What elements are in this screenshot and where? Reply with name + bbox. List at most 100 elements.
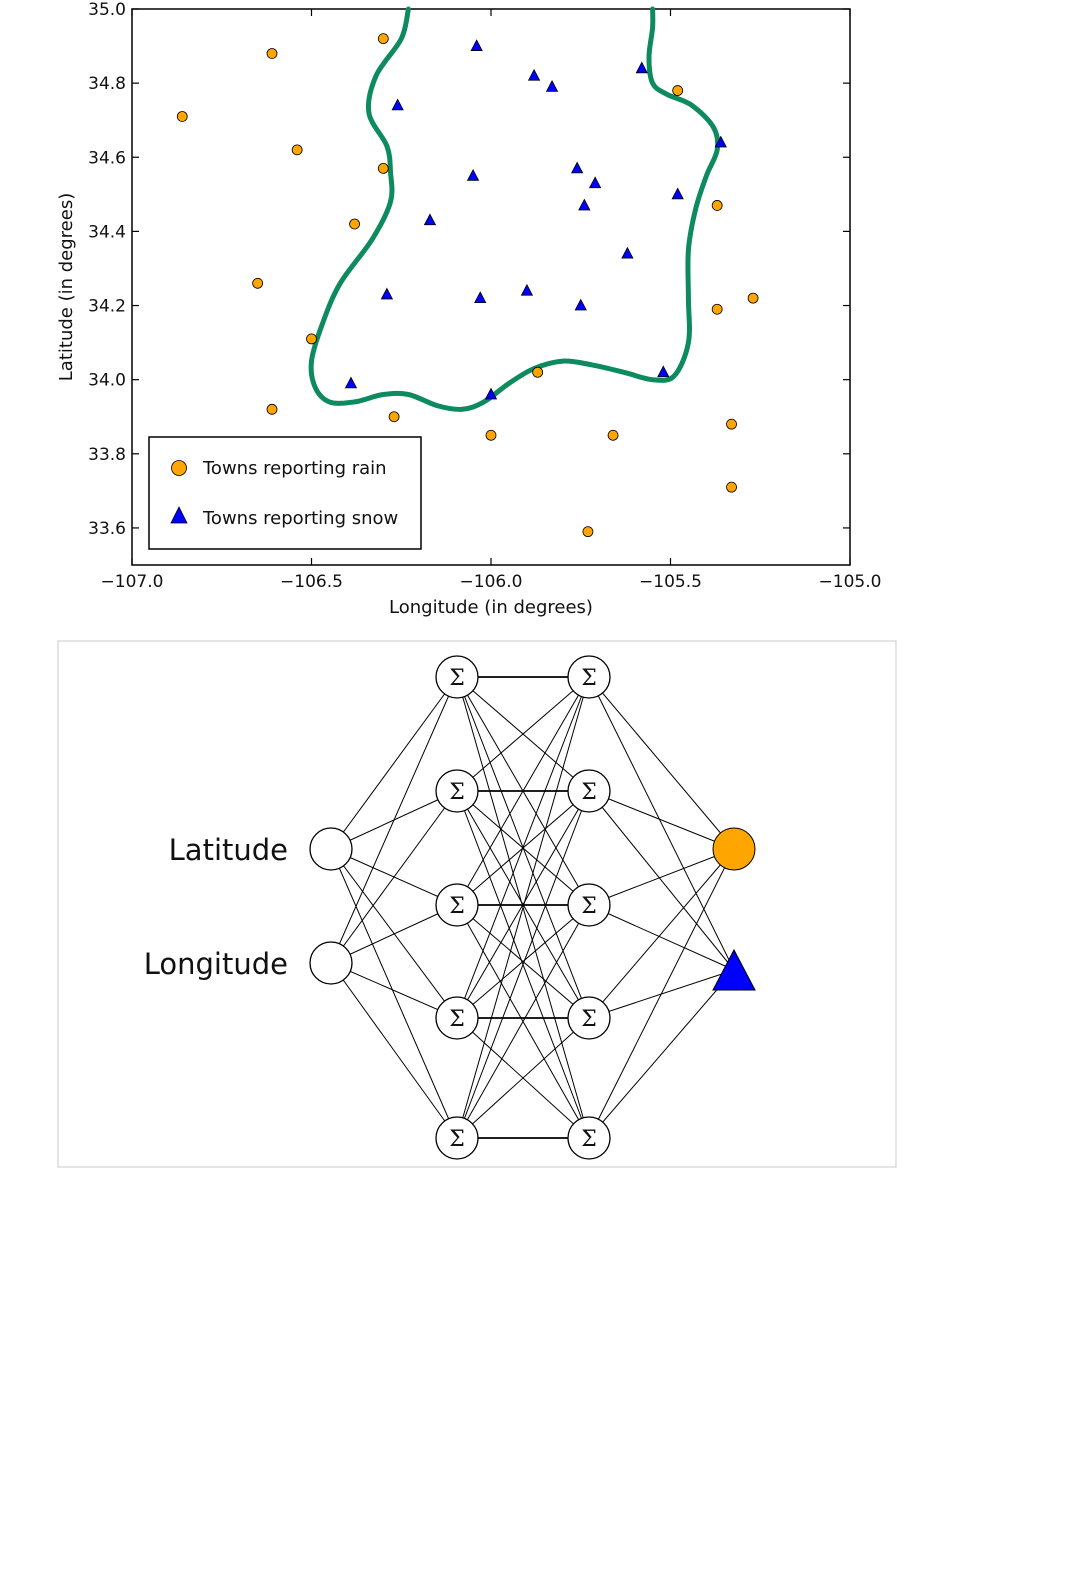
y-tick-label: 34.2 <box>88 297 126 317</box>
network-edge <box>456 904 590 1139</box>
hidden-node-circle <box>435 655 479 699</box>
network-edge <box>456 676 590 906</box>
output-node-snow <box>712 948 756 991</box>
sigma-symbol: Σ <box>581 1127 597 1152</box>
network-edge <box>330 962 458 1139</box>
rain-point <box>672 85 684 96</box>
network-edge <box>588 848 735 1019</box>
hidden-node-layer-1: Σ <box>435 883 479 927</box>
snow-point <box>545 79 559 92</box>
rain-point <box>377 162 389 174</box>
network-edge <box>456 676 590 1139</box>
network-edge <box>588 848 735 906</box>
hidden-node-circle <box>435 1116 479 1160</box>
network-edge <box>456 790 590 1139</box>
network-edge <box>330 848 458 1019</box>
rain-point <box>176 111 188 122</box>
snow-point <box>423 213 437 226</box>
network-edge <box>456 676 590 906</box>
hidden-node-layer-2: Σ <box>567 1116 611 1160</box>
input-node-longitude <box>309 941 353 985</box>
data-points <box>176 33 759 538</box>
boundary-curve <box>308 6 721 412</box>
network-edge <box>330 790 458 850</box>
sigma-symbol: Σ <box>449 1007 465 1032</box>
rain-point <box>252 277 264 289</box>
x-axis: −107.0 −106.5 −106.0 −105.5 −105.0 <box>101 9 881 592</box>
network-edge <box>330 904 458 964</box>
rain-point <box>349 218 360 230</box>
network-edges <box>330 676 735 1139</box>
network-frame <box>57 640 897 1168</box>
y-tick-label: 33.8 <box>88 445 126 465</box>
input-label-latitude: Latitude <box>169 833 288 867</box>
network-edge <box>456 790 590 1019</box>
network-edge <box>456 790 590 1019</box>
hidden-node-layer-2: Σ <box>567 655 611 699</box>
sigma-symbol: Σ <box>449 1127 465 1152</box>
snow-point <box>588 176 602 189</box>
network-edge <box>588 790 735 971</box>
snow-point <box>527 68 541 81</box>
snow-point <box>578 198 591 211</box>
snow-point <box>466 168 480 181</box>
network-edge <box>456 1017 590 1139</box>
hidden-node-circle <box>435 769 479 813</box>
legend-snow-marker <box>170 506 188 524</box>
network-edge <box>588 676 735 971</box>
hidden-node-circle <box>435 883 479 927</box>
hidden-node-layer-2: Σ <box>567 996 611 1040</box>
x-tick-label: −106.0 <box>460 572 523 592</box>
rain-point <box>388 411 400 423</box>
network-edge <box>588 676 735 850</box>
snow-point <box>671 187 684 200</box>
rain-point <box>726 418 737 430</box>
network-edge <box>588 969 735 1139</box>
y-axis: 33.6 33.8 34.0 34.2 34.4 34.6 34.8 35.0 <box>88 0 850 539</box>
hidden-node-circle <box>567 996 611 1040</box>
legend: Towns reporting rain Towns reporting sno… <box>148 436 422 550</box>
y-tick-label: 33.6 <box>88 519 126 539</box>
legend-rain-marker <box>171 460 187 476</box>
snow-point <box>635 61 648 74</box>
sigma-symbol: Σ <box>449 666 465 691</box>
legend-rain-label: Towns reporting rain <box>202 458 387 479</box>
network-edge <box>456 676 590 792</box>
rain-point <box>377 33 389 45</box>
decision-boundary <box>308 6 721 412</box>
network-edge <box>456 904 590 1019</box>
input-node-latitude <box>309 827 353 871</box>
sigma-symbol: Σ <box>449 780 465 805</box>
snow-point <box>344 376 358 389</box>
hidden-node-layer-1: Σ <box>435 769 479 813</box>
rain-point <box>291 144 303 156</box>
x-tick-label: −106.5 <box>280 572 343 592</box>
sigma-symbol: Σ <box>581 1007 597 1032</box>
rain-point <box>266 403 278 415</box>
network-edge <box>456 1017 590 1139</box>
rain-point <box>711 200 723 211</box>
y-tick-label: 35.0 <box>88 0 126 20</box>
network-edge <box>456 904 590 1019</box>
y-tick-label: 34.4 <box>88 222 126 242</box>
snow-point <box>570 161 584 174</box>
input-label-longitude: Longitude <box>144 947 288 981</box>
network-edge <box>588 790 735 850</box>
y-axis-title: Latitude (in degrees) <box>56 193 77 381</box>
hidden-node-layer-2: Σ <box>567 883 611 927</box>
rain-point <box>532 366 544 378</box>
network-edge <box>456 790 590 906</box>
y-tick-label: 34.6 <box>88 148 126 168</box>
network-edge <box>330 676 458 964</box>
sigma-symbol: Σ <box>581 894 597 919</box>
rain-point <box>711 303 723 315</box>
scatter-plot: −107.0 −106.5 −106.0 −105.5 −105.0 33.633.83… <box>56 0 881 618</box>
hidden-node-layer-1: Σ <box>435 1116 479 1160</box>
x-tick-label: −107.0 <box>101 572 164 592</box>
snow-point <box>714 135 727 148</box>
sigma-symbol: Σ <box>581 666 597 691</box>
hidden-node-circle <box>567 769 611 813</box>
network-edge <box>330 790 458 964</box>
sigma-symbol: Σ <box>449 894 465 919</box>
x-axis-title: Longitude (in degrees) <box>389 597 593 618</box>
